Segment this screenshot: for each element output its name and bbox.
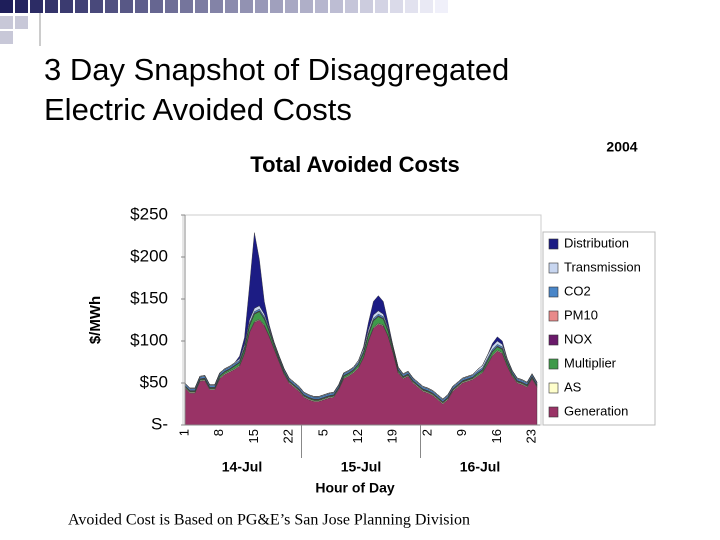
y-tick-label: S- xyxy=(151,414,168,433)
decor-square xyxy=(0,16,13,29)
y-tick-label: $100 xyxy=(130,330,168,349)
legend-label: Multiplier xyxy=(564,355,617,370)
legend-swatch xyxy=(548,310,559,322)
slide-title-line: 3 Day Snapshot of Disaggregated xyxy=(44,52,509,87)
decor-square xyxy=(0,31,13,44)
legend-label: AS xyxy=(564,379,582,394)
chart-title: Total Avoided Costs xyxy=(250,152,459,177)
y-tick-label: $50 xyxy=(140,372,168,391)
decor-square xyxy=(285,0,298,13)
decor-square xyxy=(345,0,358,13)
decor-square xyxy=(180,0,193,13)
decor-square xyxy=(270,0,283,13)
y-axis-label: $/MWh xyxy=(87,296,104,344)
decor-square xyxy=(120,0,133,13)
legend-label: Distribution xyxy=(564,235,629,250)
date-label: 14-Jul xyxy=(222,459,262,475)
x-tick-label: 9 xyxy=(454,429,469,436)
legend-label: Transmission xyxy=(564,259,641,274)
decor-square xyxy=(30,0,43,13)
legend-swatch xyxy=(548,262,559,274)
legend-box xyxy=(542,231,656,426)
legend-swatch xyxy=(548,238,559,250)
decor-square xyxy=(15,0,28,13)
y-tick-label: $250 xyxy=(130,204,168,223)
legend-swatch xyxy=(548,286,559,298)
decor-square xyxy=(195,0,208,13)
decor-square xyxy=(375,0,388,13)
date-label: 16-Jul xyxy=(460,459,500,475)
decor-square xyxy=(300,0,313,13)
x-tick-label: 8 xyxy=(211,429,226,436)
legend-swatch xyxy=(548,358,559,370)
legend-swatch xyxy=(548,382,559,394)
x-tick-label: 16 xyxy=(489,429,504,443)
legend-label: PM10 xyxy=(564,307,598,322)
decor-square xyxy=(330,0,343,13)
legend-label: CO2 xyxy=(564,283,591,298)
x-tick-label: 5 xyxy=(315,429,330,436)
year-label: 2004 xyxy=(606,139,637,155)
decor-square xyxy=(405,0,418,13)
date-label: 15-Jul xyxy=(341,459,381,475)
decor-square xyxy=(90,0,103,13)
decor-square xyxy=(75,0,88,13)
legend-label: NOX xyxy=(564,331,593,346)
decor-square xyxy=(0,0,13,13)
footnote: Avoided Cost is Based on PG&E’s San Jose… xyxy=(68,512,470,529)
x-tick-label: 23 xyxy=(523,429,538,443)
x-axis-label: Hour of Day xyxy=(315,480,395,496)
area xyxy=(184,232,538,400)
x-tick-label: 1 xyxy=(176,429,191,436)
legend-label: Generation xyxy=(564,403,628,418)
x-tick-label: 15 xyxy=(246,429,261,443)
slide-title-line: Electric Avoided Costs xyxy=(44,92,352,127)
y-tick-label: $150 xyxy=(130,288,168,307)
x-tick-label: 12 xyxy=(350,429,365,443)
decor-square xyxy=(435,0,448,13)
x-tick-label: 19 xyxy=(385,429,400,443)
decor-square xyxy=(45,0,58,13)
decor-square xyxy=(225,0,238,13)
decor-square xyxy=(150,0,163,13)
x-tick-label: 22 xyxy=(281,429,296,443)
decor-square xyxy=(165,0,178,13)
decor-square xyxy=(360,0,373,13)
x-tick-label: 2 xyxy=(419,429,434,436)
legend-swatch xyxy=(548,334,559,346)
area xyxy=(184,319,538,426)
legend-swatch xyxy=(548,406,559,418)
decor-square xyxy=(135,0,148,13)
decor-square xyxy=(420,0,433,13)
decor-square xyxy=(255,0,268,13)
decor-square xyxy=(210,0,223,13)
y-tick-label: $200 xyxy=(130,246,168,265)
decor-square xyxy=(60,0,73,13)
decor-square xyxy=(15,16,28,29)
decor-square xyxy=(315,0,328,13)
decor-square xyxy=(390,0,403,13)
decor-square xyxy=(240,0,253,13)
decor-square xyxy=(105,0,118,13)
